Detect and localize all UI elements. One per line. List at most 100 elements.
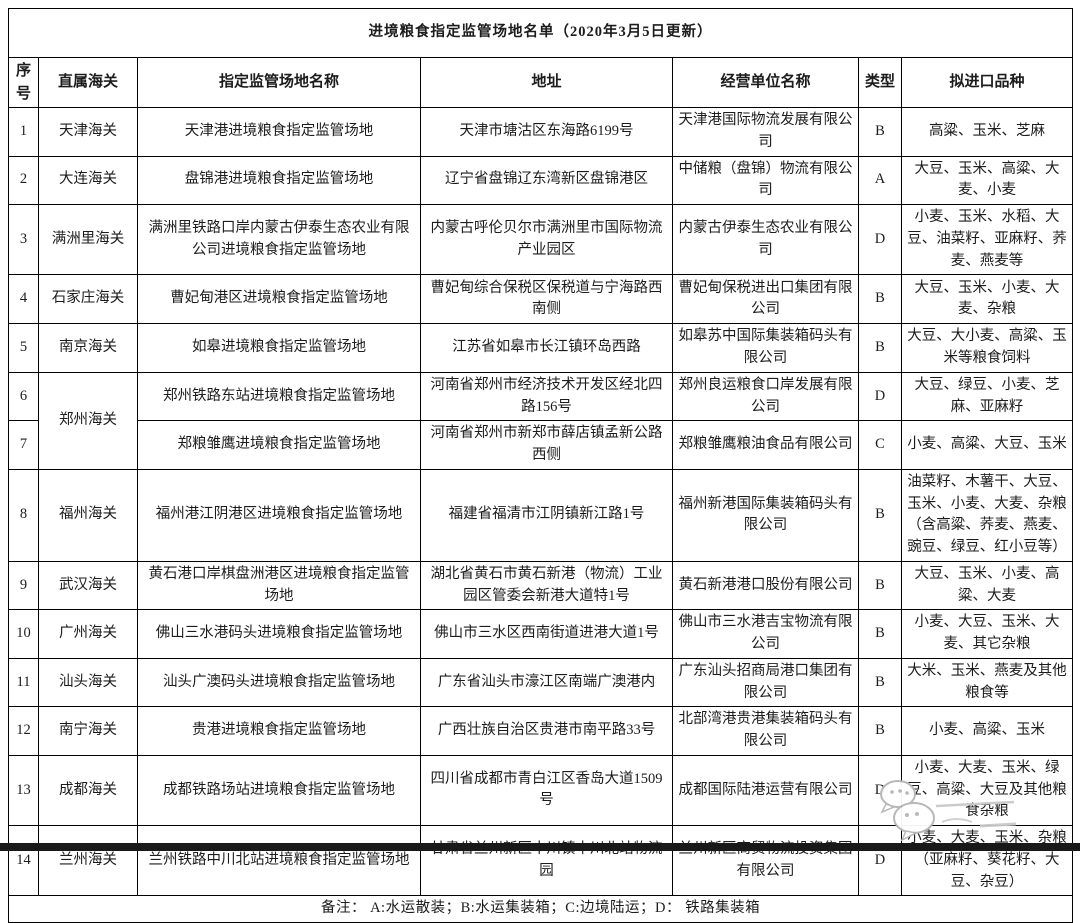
cell-customs: 成都海关	[38, 754, 138, 827]
cell-site: 郑粮雏鹰进境粮食指定监管场地	[137, 420, 421, 470]
page-title: 进境粮食指定监管场地名单（2020年3月5日更新）	[7, 8, 1074, 58]
cell-customs: 大连海关	[38, 155, 138, 205]
cell-varieties: 大豆、玉米、小麦、大麦、杂粮	[900, 274, 1074, 325]
column-header-address: 地址	[420, 57, 673, 108]
cell-customs: 汕头海关	[38, 657, 138, 708]
cell-type: D	[858, 824, 902, 897]
column-header-customs: 直属海关	[38, 57, 138, 108]
cell-address: 福建省福清市江阴镇新江路1号	[420, 468, 673, 562]
cell-site: 成都铁路场站进境粮食指定监管场地	[137, 754, 421, 827]
table-row: 6 郑州海关 郑州铁路东站进境粮食指定监管场地 河南省郑州市经济技术开发区经北四…	[8, 371, 1074, 470]
cell-varieties: 大豆、玉米、高粱、大麦、小麦	[900, 155, 1074, 205]
cell-site: 佛山三水港码头进境粮食指定监管场地	[137, 609, 421, 659]
cell-address: 江苏省如皋市长江镇环岛西路	[420, 323, 673, 373]
column-header-type: 类型	[858, 57, 902, 108]
table-row: 3 满洲里海关 满洲里铁路口岸内蒙古伊泰生态农业有限公司进境粮食指定监管场地 内…	[8, 203, 1074, 276]
cell-varieties: 小麦、高粱、大豆、玉米	[900, 420, 1074, 470]
cell-customs-merged: 郑州海关	[38, 371, 138, 470]
table-row: 2 大连海关 盘锦港进境粮食指定监管场地 辽宁省盘锦辽东湾新区盘锦港区 中储粮（…	[8, 155, 1074, 205]
cell-varieties: 大豆、玉米、小麦、高粱、大麦	[900, 560, 1074, 611]
cell-operator: 佛山市三水港吉宝物流有限公司	[672, 609, 859, 659]
cell-type: C	[858, 420, 902, 470]
cell-address: 曹妃甸综合保税区保税道与宁海路西南侧	[420, 274, 673, 325]
table-row: 13 成都海关 成都铁路场站进境粮食指定监管场地 四川省成都市青白江区香岛大道1…	[8, 754, 1074, 827]
cell-type: B	[858, 107, 902, 157]
table-row: 11 汕头海关 汕头广澳码头进境粮食指定监管场地 广东省汕头市濠江区南端广澳港内…	[8, 657, 1074, 708]
cell-type: A	[858, 155, 902, 205]
table-row: 4 石家庄海关 曹妃甸港区进境粮食指定监管场地 曹妃甸综合保税区保税道与宁海路西…	[8, 274, 1074, 325]
cell-site: 贵港进境粮食指定监管场地	[137, 706, 421, 756]
cell-type: B	[858, 468, 902, 562]
cell-operator: 如皋苏中国际集装箱码头有限公司	[672, 323, 859, 373]
cell-site: 汕头广澳码头进境粮食指定监管场地	[137, 657, 421, 708]
cell-address: 广东省汕头市濠江区南端广澳港内	[420, 657, 673, 708]
cell-varieties: 大豆、大小麦、高粱、玉米等粮食饲料	[900, 323, 1074, 373]
header-row: 序号 直属海关 指定监管场地名称 地址 经营单位名称 类型 拟进口品种	[8, 57, 1074, 108]
table-row: 1 天津海关 天津港进境粮食指定监管场地 天津市塘沽区东海路6199号 天津港国…	[8, 107, 1074, 157]
cell-site: 如皋进境粮食指定监管场地	[137, 323, 421, 373]
bottom-black-bar	[0, 843, 1080, 851]
cell-customs: 兰州海关	[38, 824, 138, 897]
title-row: 进境粮食指定监管场地名单（2020年3月5日更新）	[7, 8, 1074, 58]
cell-site: 福州港江阴港区进境粮食指定监管场地	[137, 468, 421, 562]
cell-operator: 兰州新区商贸物流投资集团有限公司	[672, 824, 859, 897]
table-row: 12 南宁海关 贵港进境粮食指定监管场地 广西壮族自治区贵港市南平路33号 北部…	[8, 706, 1074, 756]
cell-address: 辽宁省盘锦辽东湾新区盘锦港区	[420, 155, 673, 205]
cell-operator: 内蒙古伊泰生态农业有限公司	[672, 203, 859, 276]
table-row: 5 南京海关 如皋进境粮食指定监管场地 江苏省如皋市长江镇环岛西路 如皋苏中国际…	[8, 323, 1074, 373]
cell-address: 河南省郑州市新郑市薛店镇孟新公路西侧	[420, 420, 673, 470]
cell-site: 黄石港口岸棋盘洲港区进境粮食指定监管场地	[137, 560, 421, 611]
cell-site: 郑州铁路东站进境粮食指定监管场地	[137, 371, 421, 422]
cell-varieties: 小麦、高粱、玉米	[900, 706, 1074, 756]
table-row: 8 福州海关 福州港江阴港区进境粮食指定监管场地 福建省福清市江阴镇新江路1号 …	[8, 468, 1074, 562]
cell-customs: 石家庄海关	[38, 274, 138, 325]
cell-varieties: 小麦、大麦、玉米、杂粮（亚麻籽、葵花籽、大豆、杂豆）	[900, 824, 1074, 897]
cell-type: B	[858, 274, 902, 325]
cell-varieties: 小麦、玉米、水稻、大豆、油菜籽、亚麻籽、荞麦、燕麦等	[900, 203, 1074, 276]
cell-no: 7	[8, 420, 39, 470]
cell-operator: 北部湾港贵港集装箱码头有限公司	[672, 706, 859, 756]
cell-no: 12	[8, 706, 39, 756]
cell-site: 天津港进境粮食指定监管场地	[137, 107, 421, 157]
cell-address: 佛山市三水区西南街道进港大道1号	[420, 609, 673, 659]
cell-operator: 郑州良运粮食口岸发展有限公司	[672, 371, 859, 422]
cell-no: 13	[8, 754, 39, 827]
cell-no: 6	[8, 371, 39, 422]
cell-address: 四川省成都市青白江区香岛大道1509号	[420, 754, 673, 827]
cell-varieties: 小麦、大豆、玉米、大麦、其它杂粮	[900, 609, 1074, 659]
cell-site: 盘锦港进境粮食指定监管场地	[137, 155, 421, 205]
cell-varieties: 小麦、大麦、玉米、绿豆、高粱、大豆及其他粮食杂粮	[900, 754, 1074, 827]
table-row: 14 兰州海关 兰州铁路中川北站进境粮食指定监管场地 甘肃省兰州新区中川镇中川北…	[8, 824, 1074, 897]
cell-customs: 广州海关	[38, 609, 138, 659]
cell-site: 兰州铁路中川北站进境粮食指定监管场地	[137, 824, 421, 897]
cell-address: 河南省郑州市经济技术开发区经北四路156号	[420, 371, 673, 422]
cell-operator: 成都国际陆港运营有限公司	[672, 754, 859, 827]
cell-address: 湖北省黄石市黄石新港（物流）工业园区管委会新港大道特1号	[420, 560, 673, 611]
cell-type: B	[858, 323, 902, 373]
cell-no: 3	[8, 203, 39, 276]
cell-no: 2	[8, 155, 39, 205]
cell-customs: 南京海关	[38, 323, 138, 373]
cell-address: 广西壮族自治区贵港市南平路33号	[420, 706, 673, 756]
cell-customs: 南宁海关	[38, 706, 138, 756]
cell-customs: 满洲里海关	[38, 203, 138, 276]
cell-varieties: 大米、玉米、燕麦及其他粮食等	[900, 657, 1074, 708]
cell-operator: 广东汕头招商局港口集团有限公司	[672, 657, 859, 708]
cell-operator: 中储粮（盘锦）物流有限公司	[672, 155, 859, 205]
cell-no: 9	[8, 560, 39, 611]
cell-no: 11	[8, 657, 39, 708]
cell-site: 满洲里铁路口岸内蒙古伊泰生态农业有限公司进境粮食指定监管场地	[137, 203, 421, 276]
cell-operator: 福州新港国际集装箱码头有限公司	[672, 468, 859, 562]
column-header-operator: 经营单位名称	[672, 57, 859, 108]
cell-type: D	[858, 754, 902, 827]
column-header-no: 序号	[8, 57, 39, 108]
table-row: 10 广州海关 佛山三水港码头进境粮食指定监管场地 佛山市三水区西南街道进港大道…	[8, 609, 1074, 659]
table-row: 7 郑粮雏鹰进境粮食指定监管场地 河南省郑州市新郑市薛店镇孟新公路西侧 郑粮雏鹰…	[8, 420, 1074, 470]
column-header-site: 指定监管场地名称	[137, 57, 421, 108]
cell-varieties: 油菜籽、木薯干、大豆、玉米、小麦、大麦、杂粮（含高粱、荞麦、燕麦、豌豆、绿豆、红…	[900, 468, 1074, 562]
cell-operator: 天津港国际物流发展有限公司	[672, 107, 859, 157]
cell-type: B	[858, 560, 902, 611]
cell-no: 1	[8, 107, 39, 157]
cell-type: B	[858, 706, 902, 756]
cell-operator: 黄石新港港口股份有限公司	[672, 560, 859, 611]
